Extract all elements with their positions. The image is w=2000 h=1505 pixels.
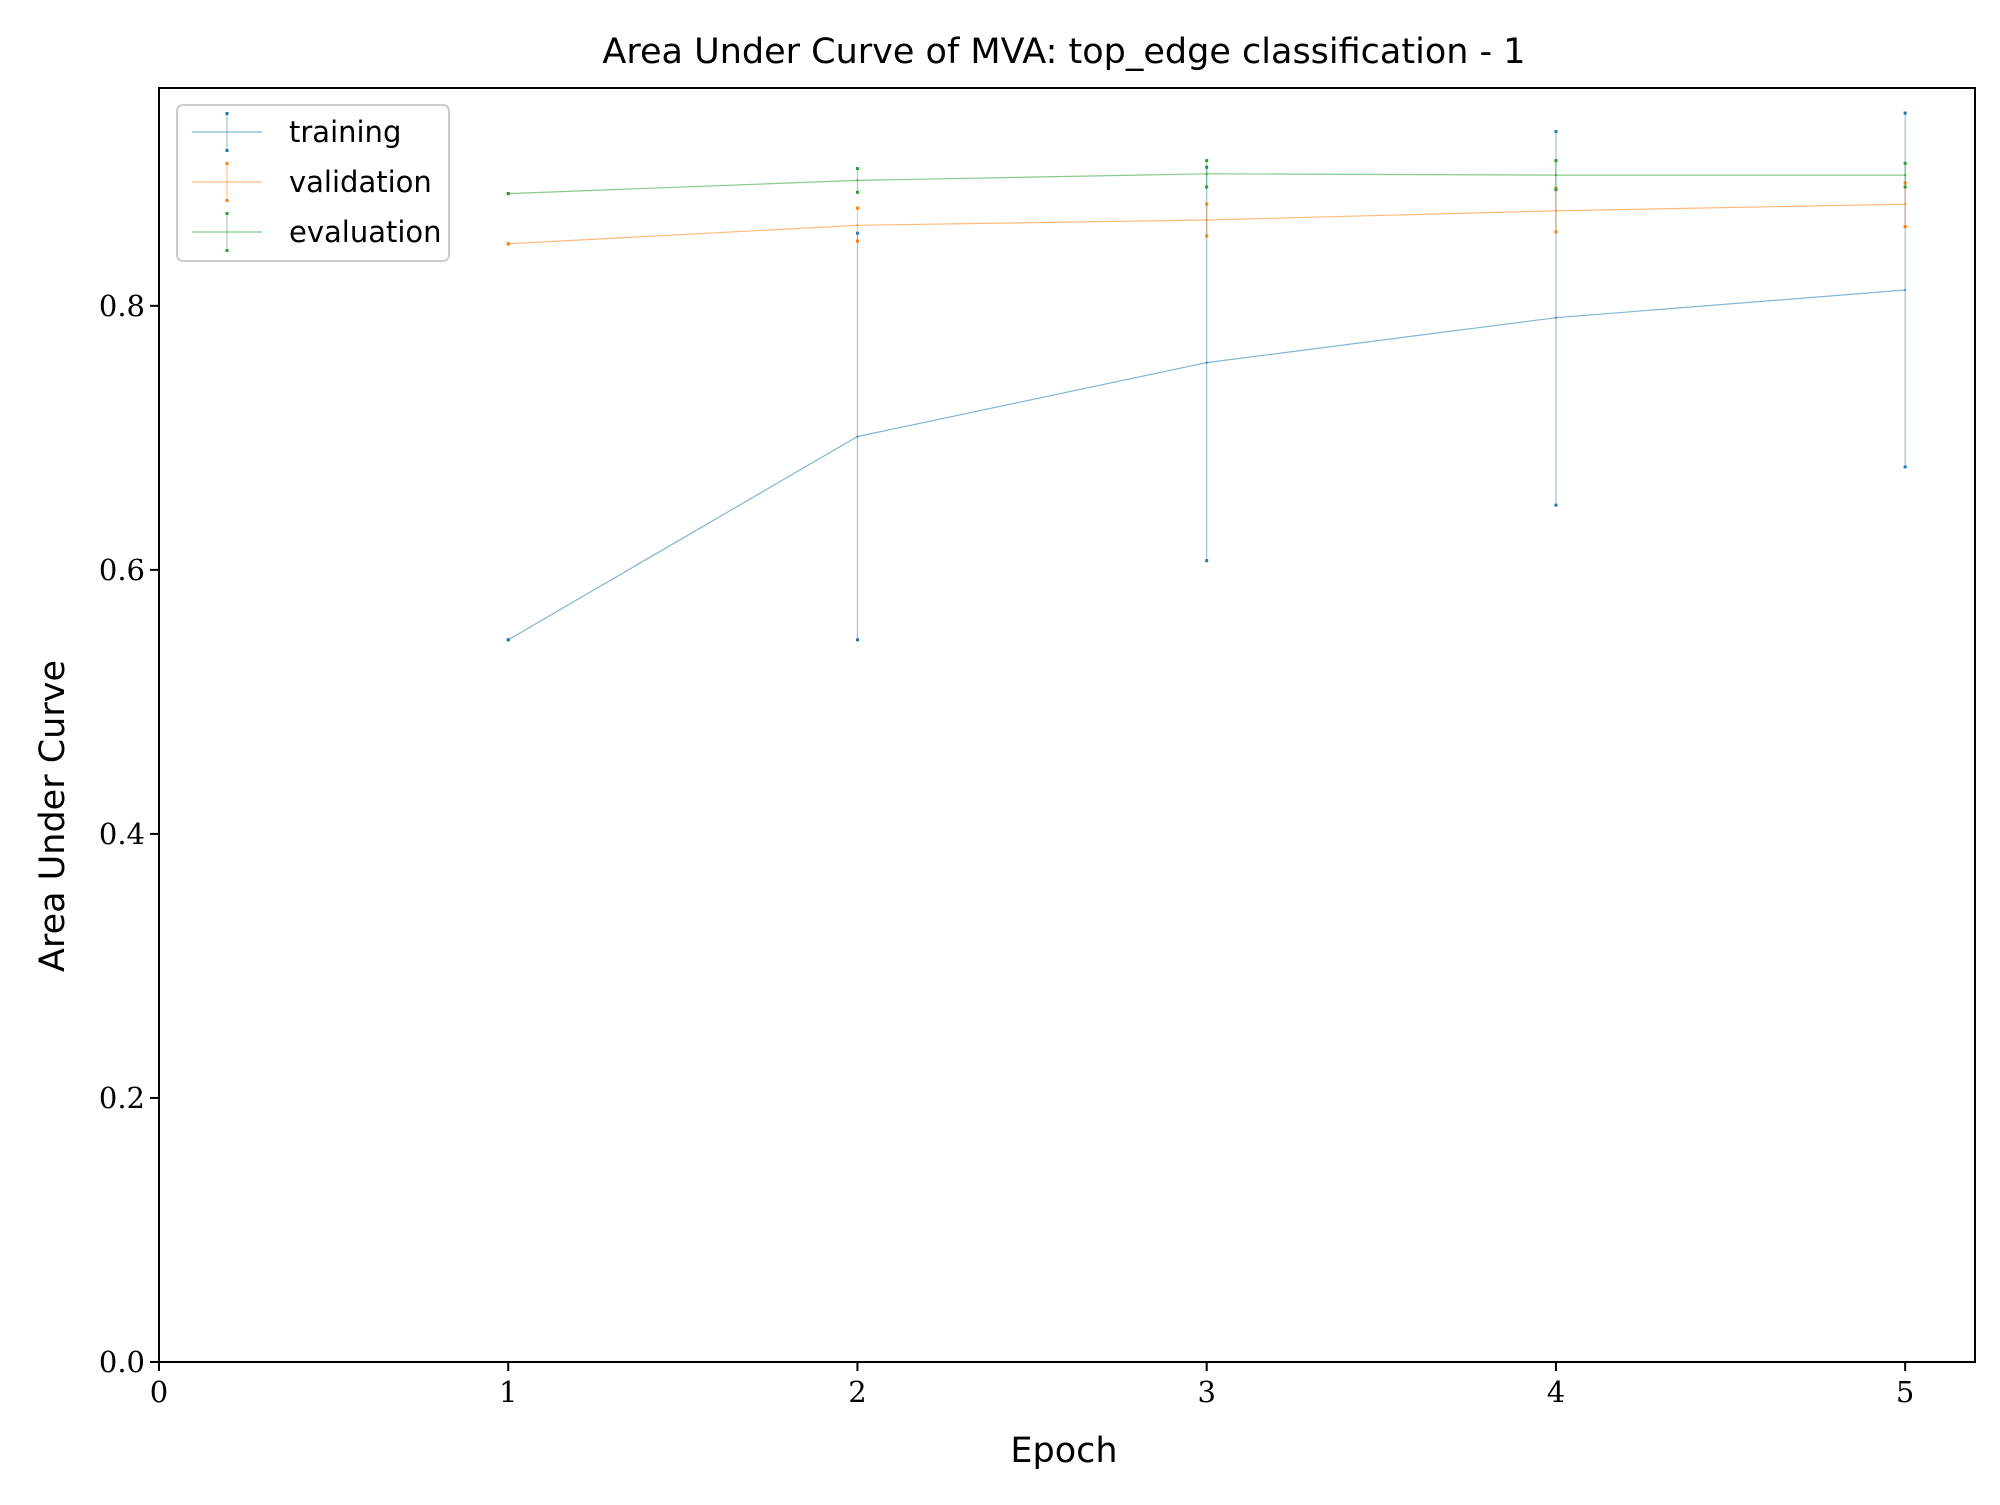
error-cap-high-training-3 xyxy=(1205,165,1209,169)
data-point-validation-1 xyxy=(507,242,510,245)
x-tick-label-1: 1 xyxy=(499,1375,517,1409)
error-cap-high-validation-2 xyxy=(855,206,859,210)
data-point-evaluation-1 xyxy=(507,192,510,195)
error-cap-high-training-5 xyxy=(1903,111,1907,115)
legend-cap-low-training xyxy=(225,149,229,152)
legend: training validation evaluation xyxy=(176,104,450,262)
legend-cap-high-validation xyxy=(225,162,229,165)
x-tick-label-0: 0 xyxy=(150,1375,168,1409)
plot-area xyxy=(506,111,1907,642)
legend-label-validation: validation xyxy=(289,165,432,199)
y-tick-label-0.2: 0.2 xyxy=(99,1081,145,1115)
data-point-validation-4 xyxy=(1554,209,1558,212)
legend-label-training: training xyxy=(289,115,401,149)
data-point-evaluation-5 xyxy=(1903,173,1907,177)
error-cap-high-training-2 xyxy=(855,231,859,235)
data-point-training-1 xyxy=(507,638,510,642)
legend-cap-high-training xyxy=(225,112,229,115)
error-cap-low-evaluation-4 xyxy=(1554,188,1558,192)
data-point-validation-3 xyxy=(1205,218,1208,222)
data-point-evaluation-2 xyxy=(856,179,859,182)
error-cap-low-validation-4 xyxy=(1554,230,1558,234)
error-cap-high-training-4 xyxy=(1554,130,1558,134)
data-point-evaluation-3 xyxy=(1205,172,1208,176)
error-cap-high-evaluation-2 xyxy=(855,167,859,171)
plot-frame xyxy=(158,87,1976,1363)
error-cap-low-training-5 xyxy=(1903,465,1907,469)
x-tick-label-3: 3 xyxy=(1197,1375,1215,1409)
legend-cap-low-evaluation xyxy=(225,249,229,252)
x-axis-label: Epoch xyxy=(1010,1431,1117,1471)
y-tick-label-0.6: 0.6 xyxy=(99,553,145,587)
error-cap-low-training-3 xyxy=(1205,559,1209,563)
axes: 0 1 2 3 4 5 0.0 0.2 0.4 0.6 0.8 xyxy=(99,87,1976,1409)
error-cap-low-validation-2 xyxy=(855,239,859,243)
data-point-training-3 xyxy=(1205,361,1208,364)
legend-cap-low-validation xyxy=(225,199,229,202)
error-cap-high-evaluation-3 xyxy=(1205,159,1209,163)
data-point-validation-5 xyxy=(1903,202,1907,206)
x-tick-label-5: 5 xyxy=(1896,1375,1914,1409)
error-cap-low-evaluation-5 xyxy=(1903,185,1907,189)
error-cap-high-evaluation-5 xyxy=(1903,161,1907,165)
y-tick-label-0: 0.0 xyxy=(99,1345,145,1379)
error-cap-high-validation-5 xyxy=(1903,181,1907,185)
error-cap-low-validation-3 xyxy=(1205,234,1209,238)
y-tick-label-0.4: 0.4 xyxy=(99,817,145,851)
error-cap-low-training-4 xyxy=(1554,503,1558,507)
data-point-training-5 xyxy=(1903,288,1907,292)
legend-cap-high-evaluation xyxy=(225,212,229,215)
error-cap-low-training-2 xyxy=(855,638,859,642)
error-cap-high-evaluation-4 xyxy=(1554,159,1558,163)
error-cap-high-validation-3 xyxy=(1205,202,1209,206)
chart-title: Area Under Curve of MVA: top_edge classi… xyxy=(602,32,1525,72)
error-cap-low-evaluation-2 xyxy=(855,190,859,194)
y-tick-label-0.8: 0.8 xyxy=(99,289,145,323)
legend-label-evaluation: evaluation xyxy=(289,215,442,249)
data-point-training-2 xyxy=(856,435,859,438)
error-cap-low-evaluation-3 xyxy=(1205,185,1209,189)
data-point-training-4 xyxy=(1554,316,1558,319)
error-cap-low-validation-5 xyxy=(1903,225,1907,229)
x-tick-label-4: 4 xyxy=(1547,1375,1565,1409)
y-axis-label: Area Under Curve xyxy=(33,660,73,972)
data-point-validation-2 xyxy=(856,224,859,227)
legend-box xyxy=(176,104,450,262)
data-point-evaluation-4 xyxy=(1554,173,1558,177)
x-tick-label-2: 2 xyxy=(848,1375,866,1409)
